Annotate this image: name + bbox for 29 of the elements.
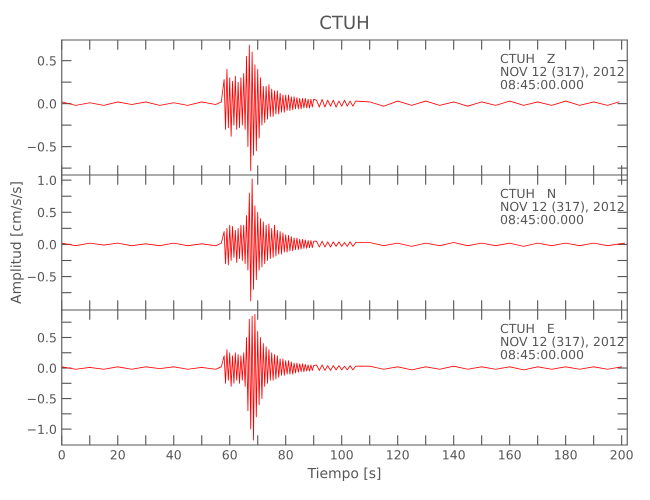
x-tick-label: 140 (443, 450, 465, 460)
chart-title: CTUH (320, 15, 368, 30)
x-tick-label: 80 (278, 450, 293, 460)
y-tick-label: 0.0 (38, 240, 56, 250)
x-axis-title: Tiempo [s] (308, 468, 380, 481)
x-tick-label: 180 (555, 450, 577, 460)
y-tick-label: 0.5 (38, 208, 56, 218)
x-tick-label: 20 (110, 450, 125, 460)
x-tick-label: 60 (222, 450, 237, 460)
y-tick-label: −1.0 (28, 424, 56, 434)
x-tick-label: 120 (387, 450, 409, 460)
annotation: CTUH N NOV 12 (317), 2012 08:45:00.000 (500, 188, 624, 224)
y-tick-label: −0.5 (28, 272, 56, 282)
x-tick-label: 200 (610, 450, 633, 460)
y-tick-label: −0.5 (28, 142, 56, 152)
y-tick-label: 0.5 (38, 332, 56, 342)
line-series (62, 178, 625, 302)
y-tick-label: 0.5 (38, 56, 56, 66)
x-tick-label: 40 (166, 450, 181, 460)
y-tick-label: 0.0 (38, 99, 56, 109)
y-axis-title: Amplitud [cm/s/s] (10, 182, 24, 304)
x-tick-label: 160 (499, 450, 521, 460)
x-tick-label: 0 (58, 450, 65, 460)
y-tick-label: 0.0 (38, 364, 56, 373)
y-tick-label: 1.0 (38, 176, 56, 186)
line-series (62, 314, 622, 441)
annotation: CTUH Z NOV 12 (317), 2012 08:45:00.000 (500, 54, 624, 90)
x-tick-label: 100 (331, 450, 353, 460)
y-tick-label: −0.5 (28, 394, 56, 404)
